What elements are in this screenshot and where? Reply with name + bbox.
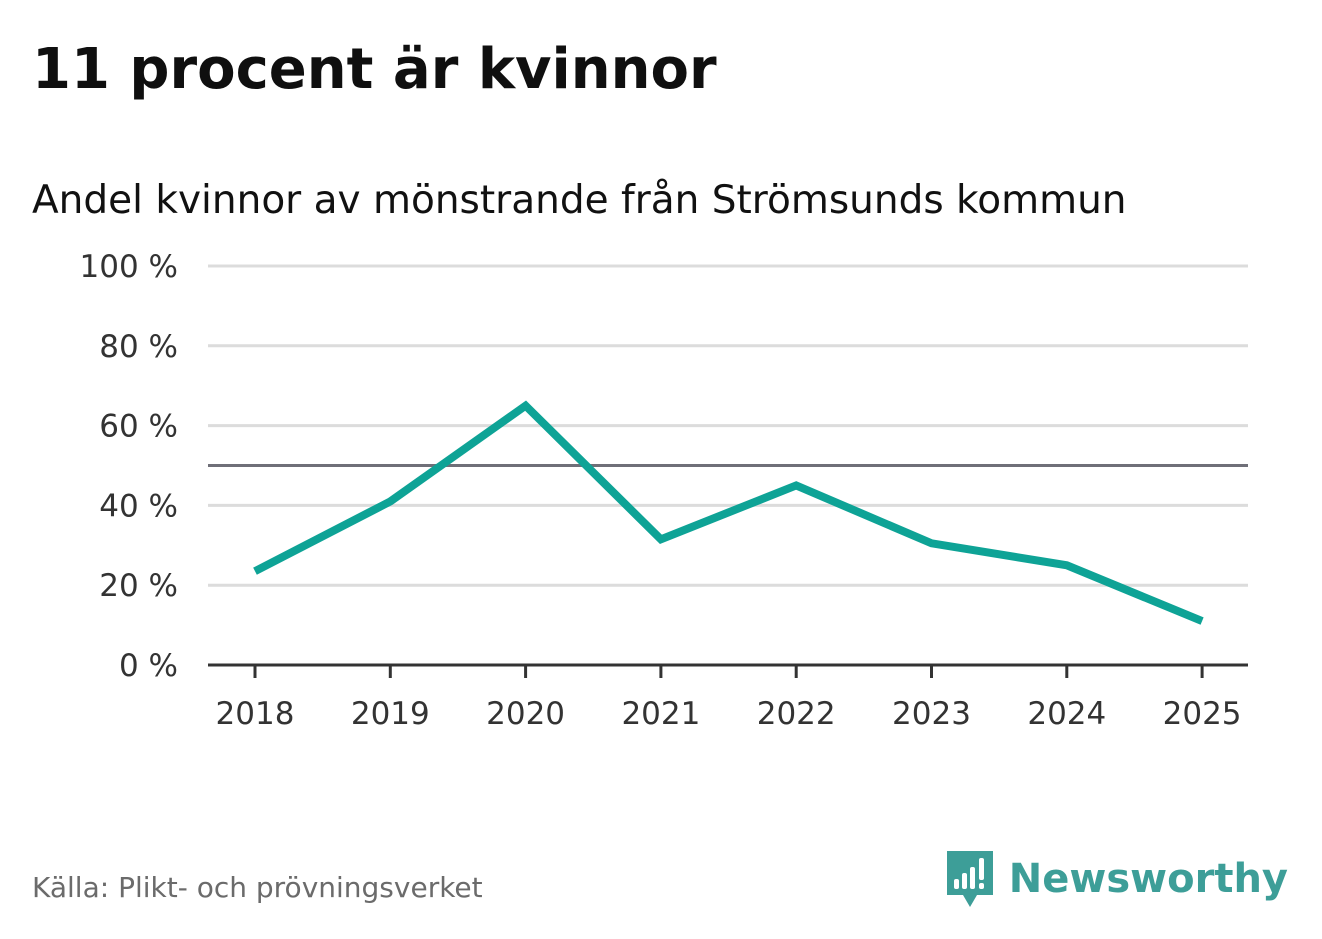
series-layer xyxy=(253,400,1204,625)
source-note: Källa: Plikt- och prövningsverket xyxy=(32,871,483,904)
brand-name: Newsworthy xyxy=(1008,856,1288,902)
x-tick-label: 2025 xyxy=(1163,696,1242,732)
y-tick-label: 100 % xyxy=(80,249,178,285)
newsworthy-logo-icon xyxy=(946,851,993,907)
y-tick-label: 40 % xyxy=(99,488,178,524)
y-tick-label: 20 % xyxy=(99,568,178,604)
x-tick-label: 2022 xyxy=(757,696,836,732)
x-tick-label: 2018 xyxy=(216,696,295,732)
y-tick-label: 60 % xyxy=(99,409,178,445)
y-axis-labels: 0 % 20 % 40 % 60 % 80 % 100 % xyxy=(80,249,178,684)
x-axis xyxy=(208,663,1248,678)
x-tick-label: 2020 xyxy=(486,696,565,732)
chart-subtitle: Andel kvinnor av mönstrande från Strömsu… xyxy=(32,178,1127,223)
y-tick-label: 0 % xyxy=(119,648,178,684)
x-tick-label: 2023 xyxy=(892,696,971,732)
x-tick-label: 2019 xyxy=(351,696,430,732)
brand-logo[interactable]: Newsworthy xyxy=(945,848,1288,910)
y-tick-label: 80 % xyxy=(99,329,178,365)
x-tick-label: 2021 xyxy=(621,696,700,732)
series-line xyxy=(253,400,1204,625)
chart-title: 11 procent är kvinnor xyxy=(32,37,717,102)
gridlines xyxy=(208,264,1248,587)
x-axis-labels: 2018 2019 2020 2021 2022 2023 2024 2025 xyxy=(216,696,1242,732)
x-tick-label: 2024 xyxy=(1027,696,1106,732)
line-chart: 0 % 20 % 40 % 60 % 80 % 100 % 2018 2019 2020 202… xyxy=(80,249,1248,732)
